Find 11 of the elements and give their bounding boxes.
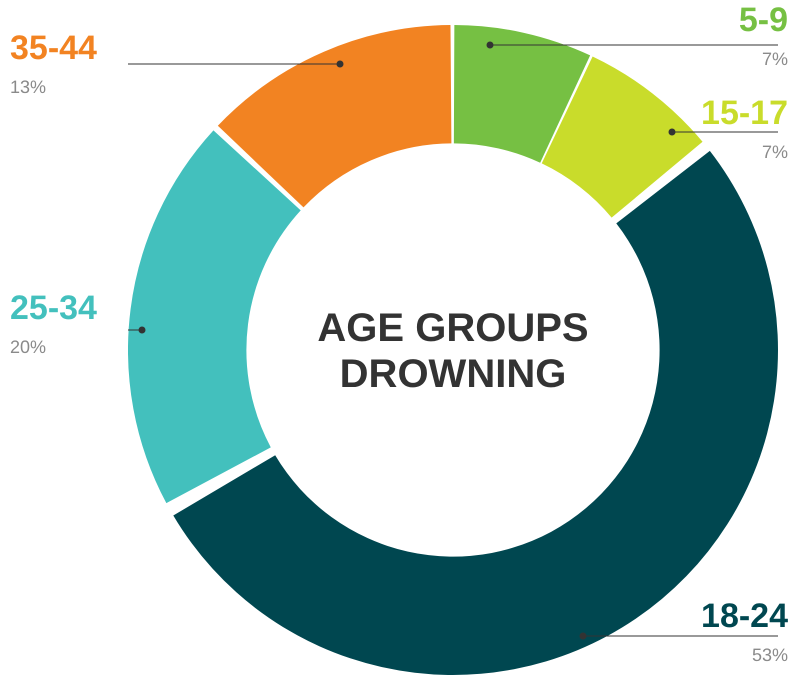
data-label: 20%: [10, 336, 48, 358]
slice-label: 15-17: [700, 94, 788, 132]
slice-label: 18-24: [700, 597, 788, 635]
data-label: 7%: [760, 141, 788, 163]
slice-label: 5-9: [738, 1, 788, 39]
text: AGE GROUPS DROWNING: [316, 305, 590, 397]
data-label: 53%: [750, 644, 788, 666]
data-label: 13%: [10, 76, 48, 98]
data-label: 7%: [760, 48, 788, 70]
slice-label: 25-34: [10, 289, 98, 327]
slice-label: 35-44: [10, 29, 98, 67]
